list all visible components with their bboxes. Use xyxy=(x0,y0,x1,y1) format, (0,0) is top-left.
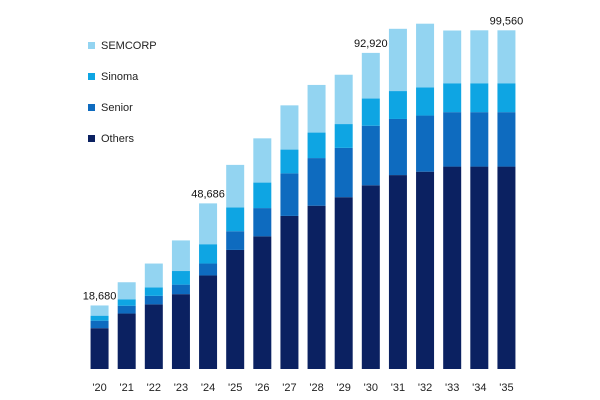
bar-segment-sinoma xyxy=(307,132,326,159)
x-tick-label: '21 xyxy=(120,382,134,394)
legend-swatch xyxy=(88,135,95,142)
bar-segment-senior xyxy=(334,147,353,198)
bar-segment-semcorp xyxy=(470,30,489,84)
bar-segment-senior xyxy=(90,320,109,329)
bar-segment-others xyxy=(226,249,245,369)
bar-segment-senior xyxy=(307,158,326,206)
bar-segment-senior xyxy=(388,118,407,176)
x-tick-label: '34 xyxy=(472,382,486,394)
bar-segment-semcorp xyxy=(307,84,326,133)
bar-segment-sinoma xyxy=(334,124,353,148)
bar-segment-sinoma xyxy=(416,87,435,116)
legend-swatch xyxy=(88,42,95,49)
bar-segment-semcorp xyxy=(144,263,163,288)
bar-segment-semcorp xyxy=(388,28,407,92)
bar-segment-sinoma xyxy=(280,149,299,174)
bar-segment-others xyxy=(470,166,489,369)
bar-segment-others xyxy=(253,236,272,369)
bar-segment-sinoma xyxy=(226,207,245,232)
x-tick-label: '35 xyxy=(499,382,513,394)
bar-segment-sinoma xyxy=(470,83,489,113)
bar-segment-semcorp xyxy=(171,240,190,272)
legend-label: Sinoma xyxy=(101,71,139,83)
bar-segment-others xyxy=(416,171,435,369)
bar-segment-semcorp xyxy=(416,23,435,88)
bar-segment-semcorp xyxy=(199,203,218,245)
legend-swatch xyxy=(88,73,95,80)
bar-segment-others xyxy=(388,175,407,369)
bar-segment-senior xyxy=(443,112,462,167)
x-tick-label: '20 xyxy=(92,382,106,394)
legend-label: SEMCORP xyxy=(101,40,157,52)
legend-label: Others xyxy=(101,133,135,145)
x-tick-label: '28 xyxy=(309,382,323,394)
bar-segment-senior xyxy=(171,284,190,295)
x-tick-label: '30 xyxy=(364,382,378,394)
total-data-label: 92,920 xyxy=(354,38,388,50)
bar-segment-semcorp xyxy=(280,105,299,150)
x-tick-label: '22 xyxy=(147,382,161,394)
bar-segment-others xyxy=(117,313,136,369)
bar-segment-sinoma xyxy=(388,91,407,119)
bar-segment-senior xyxy=(117,305,136,314)
x-tick-label: '23 xyxy=(174,382,188,394)
x-tick-label: '29 xyxy=(337,382,351,394)
bar-segment-senior xyxy=(497,112,516,167)
x-tick-label: '27 xyxy=(282,382,296,394)
bar-segment-sinoma xyxy=(144,287,163,296)
bar-segment-semcorp xyxy=(361,52,380,99)
bar-segment-others xyxy=(144,304,163,369)
bar-segment-others xyxy=(171,294,190,369)
bar-segment-senior xyxy=(253,208,272,237)
bar-segment-senior xyxy=(280,173,299,216)
x-tick-label: '32 xyxy=(418,382,432,394)
bar-segment-others xyxy=(90,328,109,369)
bar-segment-sinoma xyxy=(361,98,380,126)
bar-segment-others xyxy=(199,275,218,369)
bar-segment-sinoma xyxy=(497,83,516,113)
bar-segment-others xyxy=(307,205,326,369)
bar-segment-semcorp xyxy=(90,305,109,316)
bar-segment-sinoma xyxy=(90,315,109,321)
bar-segment-others xyxy=(280,215,299,369)
bar-segment-semcorp xyxy=(497,30,516,84)
bar-segment-sinoma xyxy=(443,83,462,113)
bar-segment-senior xyxy=(416,115,435,172)
legend-swatch xyxy=(88,104,95,111)
total-data-label: 48,686 xyxy=(191,188,225,200)
bar-segment-others xyxy=(443,166,462,369)
bar-segment-semcorp xyxy=(253,138,272,183)
bar-segment-others xyxy=(497,166,516,369)
bar-segment-semcorp xyxy=(443,30,462,84)
bar-segment-sinoma xyxy=(117,299,136,306)
bar-segment-sinoma xyxy=(253,182,272,209)
legend-label: Senior xyxy=(101,102,133,114)
bar-segment-senior xyxy=(470,112,489,167)
x-tick-label: '33 xyxy=(445,382,459,394)
bar-segment-senior xyxy=(361,125,380,186)
bar-segment-sinoma xyxy=(171,271,190,285)
bar-segment-semcorp xyxy=(117,282,136,300)
bar-segment-semcorp xyxy=(226,164,245,208)
bar-segment-others xyxy=(361,185,380,369)
bar-segment-senior xyxy=(199,263,218,276)
x-tick-label: '31 xyxy=(391,382,405,394)
x-tick-label: '25 xyxy=(228,382,242,394)
total-data-label: 99,560 xyxy=(490,15,524,27)
total-data-label: 18,680 xyxy=(83,290,117,302)
bar-segment-semcorp xyxy=(334,74,353,125)
x-tick-label: '24 xyxy=(201,382,215,394)
bar-segment-senior xyxy=(226,231,245,250)
bar-segment-senior xyxy=(144,295,163,305)
bar-segment-sinoma xyxy=(199,244,218,264)
bar-segment-others xyxy=(334,197,353,369)
x-tick-label: '26 xyxy=(255,382,269,394)
